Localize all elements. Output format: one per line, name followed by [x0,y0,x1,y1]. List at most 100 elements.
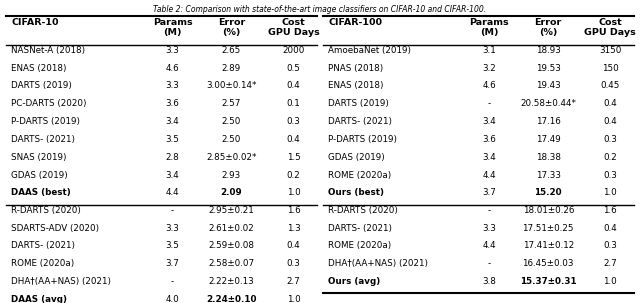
Text: ROME (2020a): ROME (2020a) [328,171,392,179]
Text: 0.3: 0.3 [287,259,301,268]
Text: ROME (2020a): ROME (2020a) [12,259,75,268]
Text: Cost
GPU Days: Cost GPU Days [268,18,319,37]
Text: 3.7: 3.7 [483,188,496,197]
Text: 0.3: 0.3 [604,241,617,251]
Text: GDAS (2019): GDAS (2019) [12,171,68,179]
Text: 19.53: 19.53 [536,64,561,73]
Text: 150: 150 [602,64,619,73]
Text: 1.0: 1.0 [604,277,617,286]
Text: ROME (2020a): ROME (2020a) [328,241,392,251]
Text: 3.3: 3.3 [166,82,179,90]
Text: 0.4: 0.4 [604,224,617,233]
Text: DARTS- (2021): DARTS- (2021) [12,241,76,251]
Text: 3.6: 3.6 [483,135,496,144]
Text: 2.7: 2.7 [287,277,300,286]
Text: 17.33: 17.33 [536,171,561,179]
Text: 0.2: 0.2 [604,153,617,162]
Text: PC-DARTS (2020): PC-DARTS (2020) [12,99,87,108]
Text: 18.01±0.26: 18.01±0.26 [522,206,574,215]
Text: 2.50: 2.50 [222,117,241,126]
Text: DAAS (avg): DAAS (avg) [12,295,67,303]
Text: 0.5: 0.5 [287,64,301,73]
Text: ENAS (2018): ENAS (2018) [328,82,383,90]
Text: DAAS (best): DAAS (best) [12,188,71,197]
Text: SNAS (2019): SNAS (2019) [12,153,67,162]
Text: 4.4: 4.4 [483,241,496,251]
Text: R-DARTS (2020): R-DARTS (2020) [328,206,398,215]
Text: CIFAR-10: CIFAR-10 [12,18,59,27]
Text: 2000: 2000 [282,46,305,55]
Text: 0.3: 0.3 [287,117,301,126]
Text: Cost
GPU Days: Cost GPU Days [584,18,636,37]
Text: 1.6: 1.6 [287,206,300,215]
Text: DHA†(AA+NAS) (2021): DHA†(AA+NAS) (2021) [12,277,111,286]
Text: 18.93: 18.93 [536,46,561,55]
Text: 18.38: 18.38 [536,153,561,162]
Text: 2.61±0.02: 2.61±0.02 [209,224,254,233]
Text: 2.09: 2.09 [221,188,243,197]
Text: 3.4: 3.4 [483,117,496,126]
Text: 3.4: 3.4 [483,153,496,162]
Text: 1.5: 1.5 [287,153,300,162]
Text: 2.24±0.10: 2.24±0.10 [206,295,257,303]
Text: 4.4: 4.4 [483,171,496,179]
Text: 4.4: 4.4 [166,188,179,197]
Text: 17.41±0.12: 17.41±0.12 [523,241,574,251]
Text: 1.3: 1.3 [287,224,300,233]
Text: DHA†(AA+NAS) (2021): DHA†(AA+NAS) (2021) [328,259,428,268]
Text: 17.49: 17.49 [536,135,561,144]
Text: ENAS (2018): ENAS (2018) [12,64,67,73]
Text: 3.00±0.14*: 3.00±0.14* [206,82,257,90]
Text: Params
(M): Params (M) [153,18,192,37]
Text: Table 2: Comparison with state-of-the-art image classifiers on CIFAR-10 and CIFA: Table 2: Comparison with state-of-the-ar… [154,5,486,14]
Text: 1.6: 1.6 [604,206,617,215]
Text: 4.6: 4.6 [483,82,496,90]
Text: CIFAR-100: CIFAR-100 [328,18,382,27]
Text: 3.5: 3.5 [166,241,179,251]
Text: 3.4: 3.4 [166,117,179,126]
Text: -: - [171,277,174,286]
Text: 4.0: 4.0 [166,295,179,303]
Text: Error
(%): Error (%) [534,18,562,37]
Text: 2.7: 2.7 [604,259,617,268]
Text: P-DARTS (2019): P-DARTS (2019) [328,135,397,144]
Text: PNAS (2018): PNAS (2018) [328,64,383,73]
Text: NASNet-A (2018): NASNet-A (2018) [12,46,86,55]
Text: 2.22±0.13: 2.22±0.13 [209,277,254,286]
Text: 3.5: 3.5 [166,135,179,144]
Text: Error
(%): Error (%) [218,18,245,37]
Text: 4.6: 4.6 [166,64,179,73]
Text: 3.7: 3.7 [166,259,179,268]
Text: DARTS (2019): DARTS (2019) [12,82,72,90]
Text: 2.50: 2.50 [222,135,241,144]
Text: -: - [488,99,491,108]
Text: DARTS- (2021): DARTS- (2021) [328,224,392,233]
Text: AmoebaNet (2019): AmoebaNet (2019) [328,46,411,55]
Text: 0.4: 0.4 [287,241,300,251]
Text: 0.4: 0.4 [287,82,300,90]
Text: 0.2: 0.2 [287,171,300,179]
Text: 0.1: 0.1 [287,99,300,108]
Text: 3.6: 3.6 [166,99,179,108]
Text: 2.93: 2.93 [222,171,241,179]
Text: 20.58±0.44*: 20.58±0.44* [520,99,576,108]
Text: DARTS (2019): DARTS (2019) [328,99,389,108]
Text: 2.95±0.21: 2.95±0.21 [209,206,254,215]
Text: 3.3: 3.3 [166,224,179,233]
Text: 17.51±0.25: 17.51±0.25 [522,224,574,233]
Text: 3.2: 3.2 [483,64,496,73]
Text: 19.43: 19.43 [536,82,561,90]
Text: GDAS (2019): GDAS (2019) [328,153,385,162]
Text: 3.4: 3.4 [166,171,179,179]
Text: 2.57: 2.57 [222,99,241,108]
Text: Ours (best): Ours (best) [328,188,384,197]
Text: 2.65: 2.65 [222,46,241,55]
Text: Params
(M): Params (M) [469,18,509,37]
Text: R-DARTS (2020): R-DARTS (2020) [12,206,81,215]
Text: 0.3: 0.3 [604,135,617,144]
Text: -: - [171,206,174,215]
Text: 0.3: 0.3 [604,171,617,179]
Text: 0.4: 0.4 [287,135,300,144]
Text: 3.1: 3.1 [483,46,496,55]
Text: 3.3: 3.3 [483,224,496,233]
